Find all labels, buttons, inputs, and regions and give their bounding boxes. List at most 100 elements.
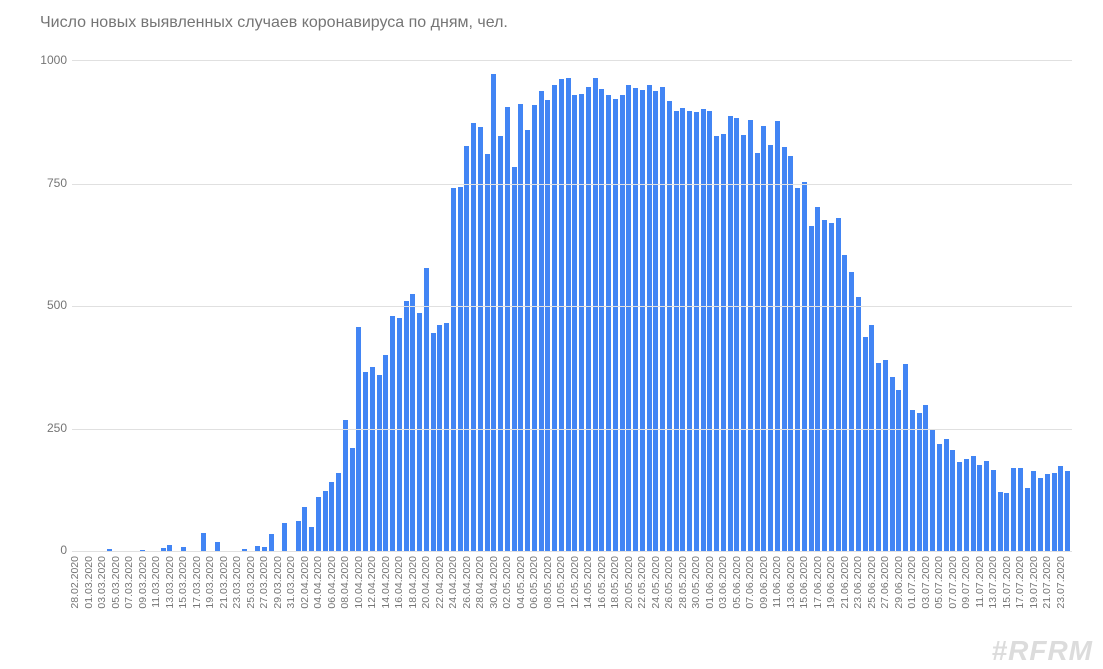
x-label-slot: 06.04.2020	[329, 556, 336, 656]
bar	[977, 465, 982, 551]
x-label-slot: 27.03.2020	[261, 556, 268, 656]
bar	[532, 105, 537, 551]
x-label-slot: 26.04.2020	[464, 556, 471, 656]
x-label-slot: 02.04.2020	[302, 556, 309, 656]
x-label-slot: 03.07.2020	[923, 556, 930, 656]
bar	[707, 111, 712, 551]
bar	[566, 78, 571, 551]
bar	[458, 187, 463, 551]
x-label-slot: 29.06.2020	[896, 556, 903, 656]
bar	[815, 207, 820, 551]
bar	[397, 318, 402, 551]
x-label-slot: 16.04.2020	[396, 556, 403, 656]
bar	[370, 367, 375, 551]
x-label-slot: 28.04.2020	[477, 556, 484, 656]
x-label-slot: 04.05.2020	[518, 556, 525, 656]
gridline	[72, 306, 1072, 307]
bar	[518, 104, 523, 551]
bar	[559, 79, 564, 551]
bar	[356, 327, 361, 551]
chart-title: Число новых выявленных случаев коронавир…	[40, 14, 508, 32]
bar	[930, 429, 935, 551]
bar	[856, 297, 861, 551]
bar	[1045, 474, 1050, 551]
watermark: #RFRM	[992, 635, 1093, 667]
x-label-slot: 02.05.2020	[504, 556, 511, 656]
bar	[910, 410, 915, 551]
bar	[687, 111, 692, 551]
bar	[728, 116, 733, 551]
x-label-slot: 10.04.2020	[356, 556, 363, 656]
x-label-slot: 20.05.2020	[626, 556, 633, 656]
x-label-slot: 25.06.2020	[869, 556, 876, 656]
bar	[1018, 468, 1023, 551]
bar	[923, 405, 928, 552]
x-label-slot: 28.05.2020	[680, 556, 687, 656]
bar	[822, 220, 827, 551]
x-label-slot: 16.05.2020	[599, 556, 606, 656]
x-label-slot: 18.04.2020	[410, 556, 417, 656]
x-label-slot: 05.03.2020	[113, 556, 120, 656]
bar	[842, 255, 847, 551]
bar	[944, 439, 949, 551]
bar	[350, 448, 355, 551]
bar	[1004, 493, 1009, 551]
x-label-slot: 05.06.2020	[734, 556, 741, 656]
x-label-slot: 03.03.2020	[99, 556, 106, 656]
bar	[721, 134, 726, 551]
bar	[410, 294, 415, 551]
x-label-slot: 07.06.2020	[747, 556, 754, 656]
x-label-slot: 17.03.2020	[194, 556, 201, 656]
bar	[309, 527, 314, 552]
bar	[302, 507, 307, 551]
bar	[950, 450, 955, 551]
y-tick-label: 0	[27, 543, 67, 557]
x-label-slot: 19.06.2020	[828, 556, 835, 656]
bar	[1038, 478, 1043, 552]
bar	[329, 482, 334, 551]
x-label-slot: 13.06.2020	[788, 556, 795, 656]
bar	[680, 108, 685, 551]
bar	[883, 360, 888, 551]
bar	[714, 136, 719, 551]
x-label-slot: 04.04.2020	[315, 556, 322, 656]
bar	[343, 420, 348, 551]
bar	[539, 91, 544, 551]
x-label-slot: 12.05.2020	[572, 556, 579, 656]
bar	[633, 88, 638, 551]
bar	[586, 87, 591, 551]
x-label-slot: 01.06.2020	[707, 556, 714, 656]
x-label-slot: 31.03.2020	[288, 556, 295, 656]
x-label-slot: 10.05.2020	[558, 556, 565, 656]
bar	[640, 90, 645, 551]
x-label-slot: 15.03.2020	[180, 556, 187, 656]
y-tick-label: 750	[27, 176, 67, 190]
bar	[404, 301, 409, 551]
bar	[579, 94, 584, 551]
x-label-slot: 11.03.2020	[153, 556, 160, 656]
gridline	[72, 551, 1072, 552]
x-label-slot: 25.03.2020	[248, 556, 255, 656]
bar	[491, 74, 496, 551]
bar	[991, 470, 996, 551]
x-label-slot: 21.03.2020	[221, 556, 228, 656]
x-label-slot: 19.03.2020	[207, 556, 214, 656]
bar	[667, 101, 672, 551]
x-label-slot: 12.04.2020	[369, 556, 376, 656]
bar	[761, 126, 766, 551]
x-label-slot: 20.04.2020	[423, 556, 430, 656]
bar	[741, 135, 746, 551]
bar	[383, 355, 388, 551]
bar	[215, 542, 220, 551]
x-label-slot: 05.07.2020	[936, 556, 943, 656]
bar	[937, 444, 942, 551]
x-label-slot: 13.03.2020	[167, 556, 174, 656]
bar	[572, 95, 577, 551]
bar	[296, 521, 301, 551]
bar	[377, 375, 382, 551]
bar	[417, 313, 422, 551]
y-tick-label: 250	[27, 421, 67, 435]
bar	[444, 323, 449, 551]
bar	[613, 99, 618, 551]
bar	[788, 156, 793, 551]
